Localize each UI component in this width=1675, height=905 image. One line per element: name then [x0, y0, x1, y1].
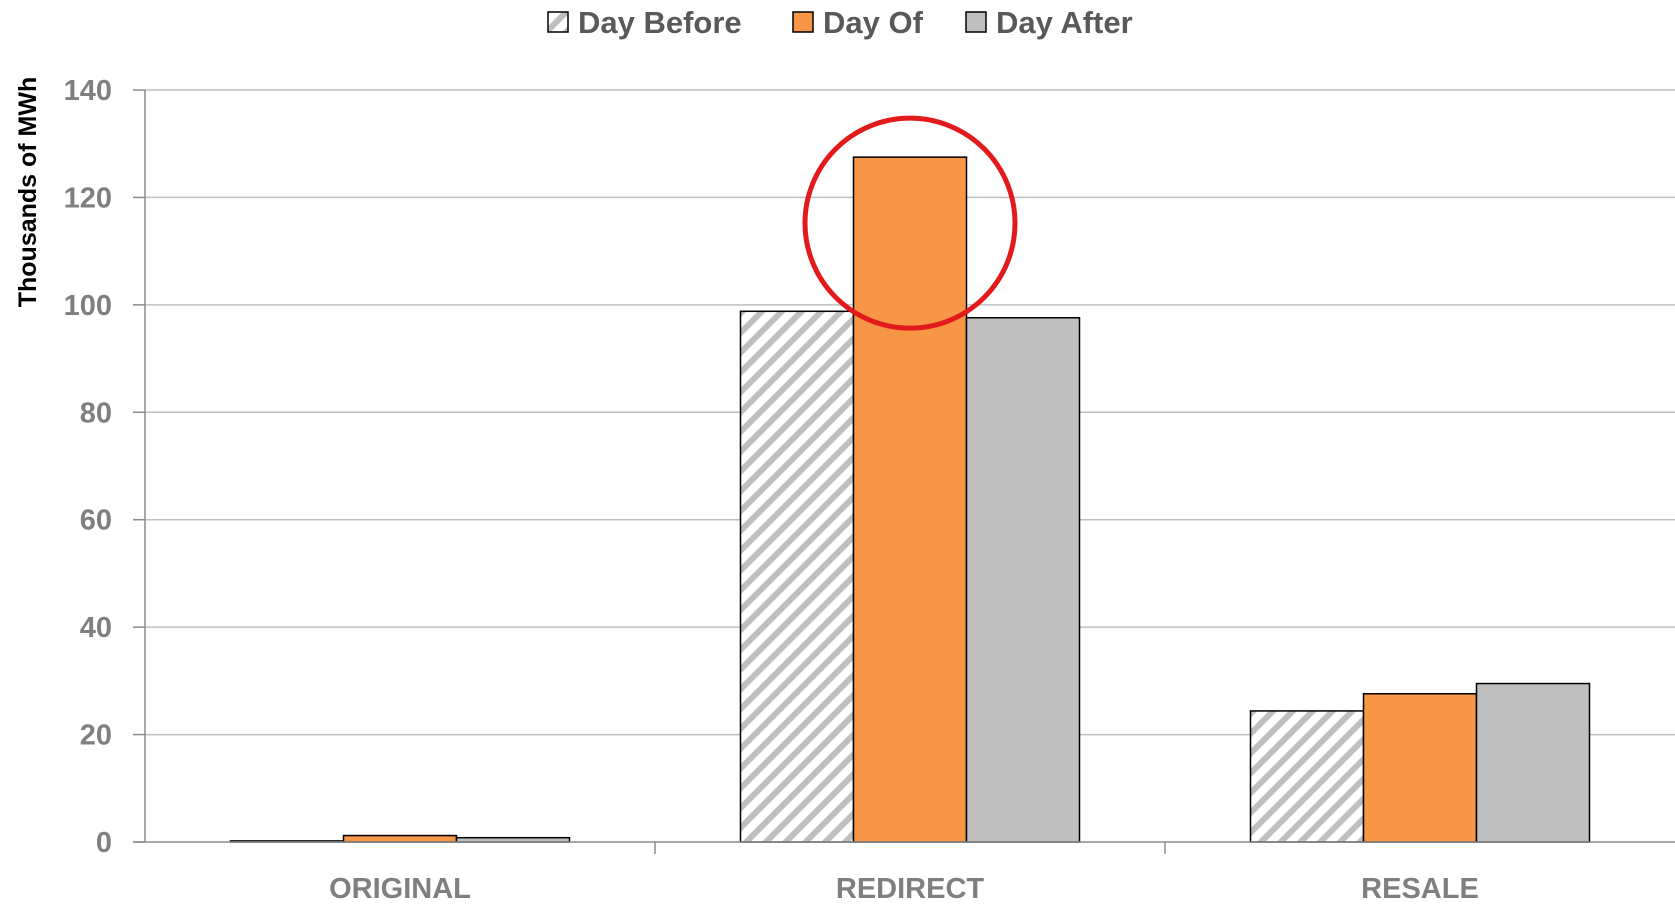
category-labels: ORIGINAL REDIRECT RESALE	[329, 873, 1479, 905]
bar-day-before-redirect	[739, 310, 855, 843]
x-tick-label: RESALE	[1361, 873, 1479, 905]
legend-swatch-day-of	[792, 11, 814, 33]
y-tick-label: 100	[64, 290, 112, 322]
y-axis-ticks: 0 20 40 60 80 100 120 140	[64, 75, 112, 859]
bar-day-of-resale	[1362, 692, 1478, 843]
bar-day-after-redirect	[965, 316, 1081, 843]
legend-item-day-of: Day Of	[792, 5, 924, 40]
y-tick-label: 60	[80, 505, 112, 537]
x-tick-label: REDIRECT	[836, 873, 985, 905]
bar-day-of-original	[342, 834, 458, 843]
y-tick-label: 80	[80, 397, 112, 429]
x-axis	[133, 89, 1675, 854]
bar-day-after-resale	[1475, 682, 1591, 843]
y-tick-label: 120	[64, 182, 112, 214]
y-tick-label: 20	[80, 720, 112, 752]
bar-day-of-redirect	[852, 156, 968, 843]
y-tick-label: 140	[64, 75, 112, 107]
legend-swatch-day-after	[965, 11, 987, 33]
bar-day-before-resale	[1249, 710, 1365, 843]
legend: Day Before Day Of Day After	[547, 5, 1133, 40]
highlight-circle	[802, 115, 1018, 331]
legend-label-day-before: Day Before	[578, 5, 742, 40]
legend-item-day-before: Day Before	[547, 5, 742, 40]
y-axis-label: Thousands of MWh	[14, 77, 42, 308]
highlight-layer	[802, 115, 1018, 331]
legend-item-day-after: Day After	[965, 5, 1133, 40]
legend-label-day-of: Day Of	[823, 5, 924, 40]
y-tick-label: 40	[80, 612, 112, 644]
legend-label-day-after: Day After	[996, 5, 1133, 40]
legend-swatch-day-before	[547, 11, 569, 33]
y-tick-label: 0	[96, 827, 112, 859]
x-tick-label: ORIGINAL	[329, 873, 471, 905]
bars	[229, 156, 1591, 843]
